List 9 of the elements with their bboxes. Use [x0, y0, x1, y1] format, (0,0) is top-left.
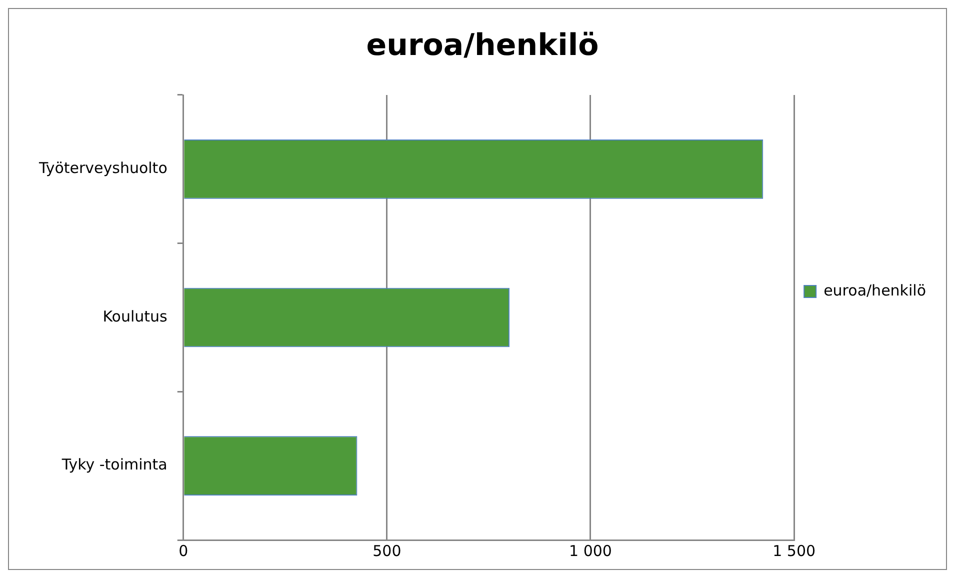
legend-label: euroa/henkilö — [824, 281, 926, 300]
y-tick-label: Tyky -toiminta — [60, 456, 168, 474]
chart-title: euroa/henkilö — [366, 28, 599, 63]
x-tick-label: 1 500 — [772, 542, 816, 560]
y-tick-label: Koulutus — [102, 307, 168, 326]
y-tick-label: Työterveyshuolto — [38, 159, 168, 178]
x-tick-label: 0 — [178, 542, 188, 560]
x-tick-label: 500 — [372, 542, 402, 560]
x-tick-label: 1 000 — [569, 542, 612, 560]
